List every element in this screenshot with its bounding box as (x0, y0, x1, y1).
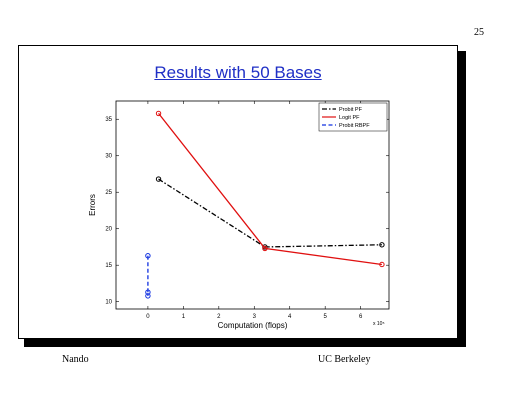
series-line-1 (158, 113, 382, 266)
y-tick-label: 30 (105, 154, 112, 160)
x-tick-label: 6 (359, 314, 363, 320)
data-point (155, 110, 162, 117)
x-tick-label: 1 (182, 314, 186, 320)
y-tick-label: 25 (105, 190, 112, 196)
y-tick-label: 15 (105, 263, 112, 269)
y-tick-label: 20 (105, 227, 112, 233)
x-axis-label: Computation (flops) (218, 321, 288, 330)
x-tick-label: 0 (146, 314, 150, 320)
legend-label: Probit RBPF (339, 123, 370, 129)
x-axis-multiplier: x 10⁵ (373, 321, 385, 327)
data-point (262, 245, 268, 252)
x-tick-label: 2 (217, 314, 221, 320)
x-tick-label: 3 (253, 314, 257, 320)
x-tick-label: 5 (324, 314, 328, 320)
data-point (379, 261, 385, 268)
footer-author: Nando (62, 354, 89, 365)
data-point (145, 253, 151, 259)
y-tick-label: 35 (105, 117, 112, 123)
x-tick-label: 4 (288, 314, 292, 320)
legend-label: Probit PF (339, 107, 363, 113)
data-point (379, 242, 385, 248)
legend-label: Logit PF (339, 115, 360, 121)
y-tick-label: 10 (105, 300, 112, 306)
data-point (145, 289, 151, 295)
y-axis-label: Errors (88, 194, 97, 216)
plot-area (115, 100, 390, 310)
data-point (145, 293, 151, 299)
series-line-0 (158, 178, 382, 248)
footer-affiliation: UC Berkeley (318, 354, 371, 365)
data-point (155, 176, 162, 182)
slide-title: Results with 50 Bases (154, 63, 322, 82)
page-number: 25 (474, 27, 484, 38)
